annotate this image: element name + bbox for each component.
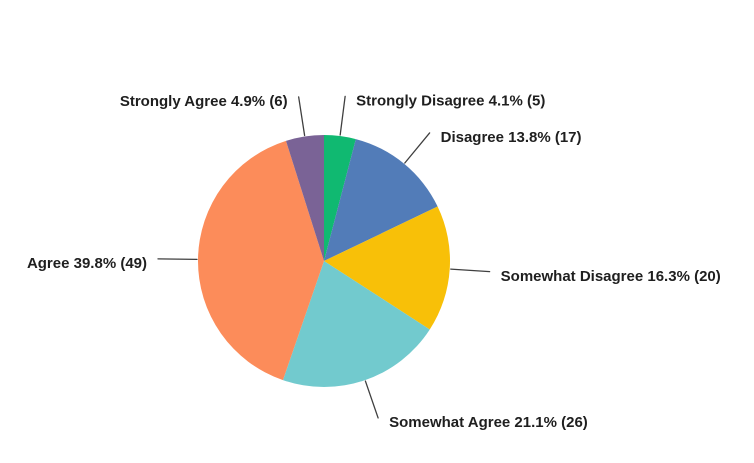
leader-line-disagree (404, 132, 431, 164)
leader-line-somewhat-agree (364, 380, 379, 419)
slice-label-disagree: Disagree 13.8% (17) (441, 129, 582, 146)
leader-line-strongly-disagree (339, 95, 346, 136)
pie-slice-disagree[interactable] (324, 139, 438, 261)
leader-line-strongly-agree (298, 96, 306, 137)
slice-label-somewhat-agree: Somewhat Agree 21.1% (26) (389, 414, 588, 431)
slices-group (197, 135, 450, 388)
pie-slice-somewhat-agree[interactable] (282, 261, 430, 388)
slice-label-strongly-agree: Strongly Agree 4.9% (6) (120, 93, 288, 110)
pie-slice-strongly-disagree[interactable] (324, 135, 356, 261)
pie-slice-strongly-agree[interactable] (285, 135, 324, 261)
leader-line-agree (157, 258, 198, 261)
leaders-group (157, 95, 491, 419)
slice-label-somewhat-disagree: Somewhat Disagree 16.3% (20) (501, 268, 721, 285)
labels-group: Strongly Disagree 4.1% (5) Disagree 13.8%… (27, 93, 721, 432)
slice-label-agree: Agree 39.8% (49) (27, 255, 147, 272)
leader-line-somewhat-disagree (450, 268, 491, 273)
pie-slice-somewhat-disagree[interactable] (324, 206, 450, 330)
pie-slice-agree[interactable] (197, 140, 324, 381)
slice-label-strongly-disagree: Strongly Disagree 4.1% (5) (356, 93, 545, 110)
